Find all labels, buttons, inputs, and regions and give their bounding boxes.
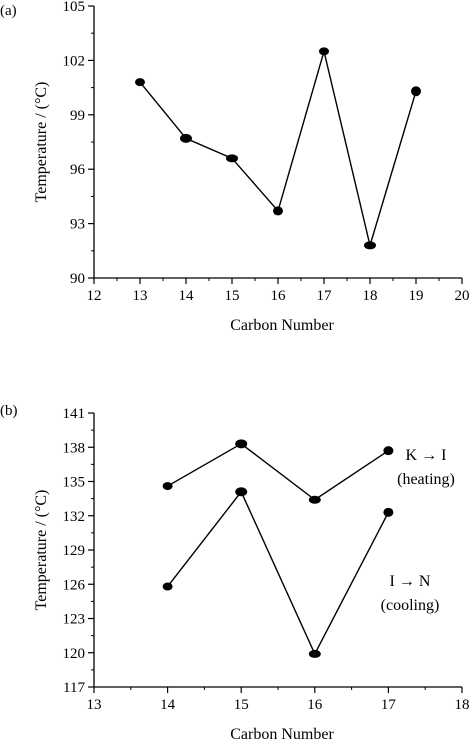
x-tick-label: 16	[307, 697, 323, 713]
series-line-2	[167, 490, 390, 656]
y-tick-label: 105	[63, 0, 86, 15]
y-tick-label: 99	[70, 108, 85, 124]
x-tick-label: 19	[409, 288, 424, 304]
chart-panel-b: (b) 13 14 15 16 17 18 117 120 123 126 129 132 135 138 1…	[0, 403, 470, 739]
x-tick-label: 14	[179, 288, 195, 304]
annotation-heating: K → I (heating)	[397, 447, 455, 488]
annotation-line: (cooling)	[381, 597, 440, 614]
x-tick-label: 13	[87, 697, 102, 713]
annotation-line: K → I	[406, 447, 447, 464]
data-point	[273, 206, 283, 216]
series-line-1	[139, 48, 417, 249]
y-tick-label: 126	[63, 577, 86, 593]
data-point	[411, 86, 421, 97]
data-point	[180, 133, 192, 143]
data-point	[308, 649, 321, 658]
y-tick-label: 129	[63, 543, 86, 559]
x-tick-label: 14	[160, 697, 176, 713]
annotation-line: I → N	[390, 573, 431, 590]
panel-label: (b)	[0, 403, 18, 419]
data-point	[162, 582, 173, 591]
x-tick-label: 12	[87, 288, 102, 304]
y-tick-label: 138	[63, 440, 86, 456]
data-point	[226, 154, 238, 163]
chart-panel-a: (a) 12 13 14 15 16 17 18 19 20 90 93 96 99 102 105 Carbo…	[0, 0, 470, 334]
y-tick-label: 117	[63, 680, 85, 696]
y-tick-label: 120	[63, 646, 86, 662]
y-tick-label: 93	[70, 217, 85, 233]
y-tick-label: 90	[70, 271, 85, 287]
series-line-1	[167, 442, 389, 501]
data-point	[383, 507, 394, 517]
x-tick-label: 15	[225, 288, 240, 304]
y-axis-label: Temperature / (°C)	[33, 490, 50, 611]
data-point	[308, 495, 321, 504]
panel-label: (a)	[0, 3, 17, 19]
x-tick-label: 18	[363, 288, 378, 304]
y-axis-label: Temperature / (°C)	[33, 82, 50, 203]
y-tick-label: 96	[70, 162, 86, 178]
data-point	[162, 482, 173, 491]
x-tick-label: 17	[317, 288, 333, 304]
data-point	[235, 439, 248, 449]
data-point	[364, 241, 376, 250]
data-point	[383, 446, 394, 456]
y-tick-label: 135	[63, 475, 86, 491]
x-tick-label: 20	[455, 288, 470, 304]
x-tick-label: 16	[271, 288, 287, 304]
x-tick-label: 18	[455, 697, 470, 713]
x-tick-label: 13	[133, 288, 148, 304]
y-tick-label: 141	[63, 406, 86, 422]
x-axis-label: Carbon Number	[230, 726, 334, 739]
y-tick-label: 132	[63, 509, 86, 525]
y-tick-label: 123	[63, 612, 86, 628]
annotation-cooling: I → N (cooling)	[381, 573, 440, 614]
data-point	[319, 47, 329, 56]
y-tick-label: 102	[63, 53, 86, 69]
data-point	[235, 487, 248, 497]
data-point	[135, 78, 145, 87]
x-tick-label: 17	[381, 697, 397, 713]
x-axis-label: Carbon Number	[230, 317, 334, 334]
annotation-line: (heating)	[397, 471, 455, 488]
x-tick-label: 15	[234, 697, 249, 713]
